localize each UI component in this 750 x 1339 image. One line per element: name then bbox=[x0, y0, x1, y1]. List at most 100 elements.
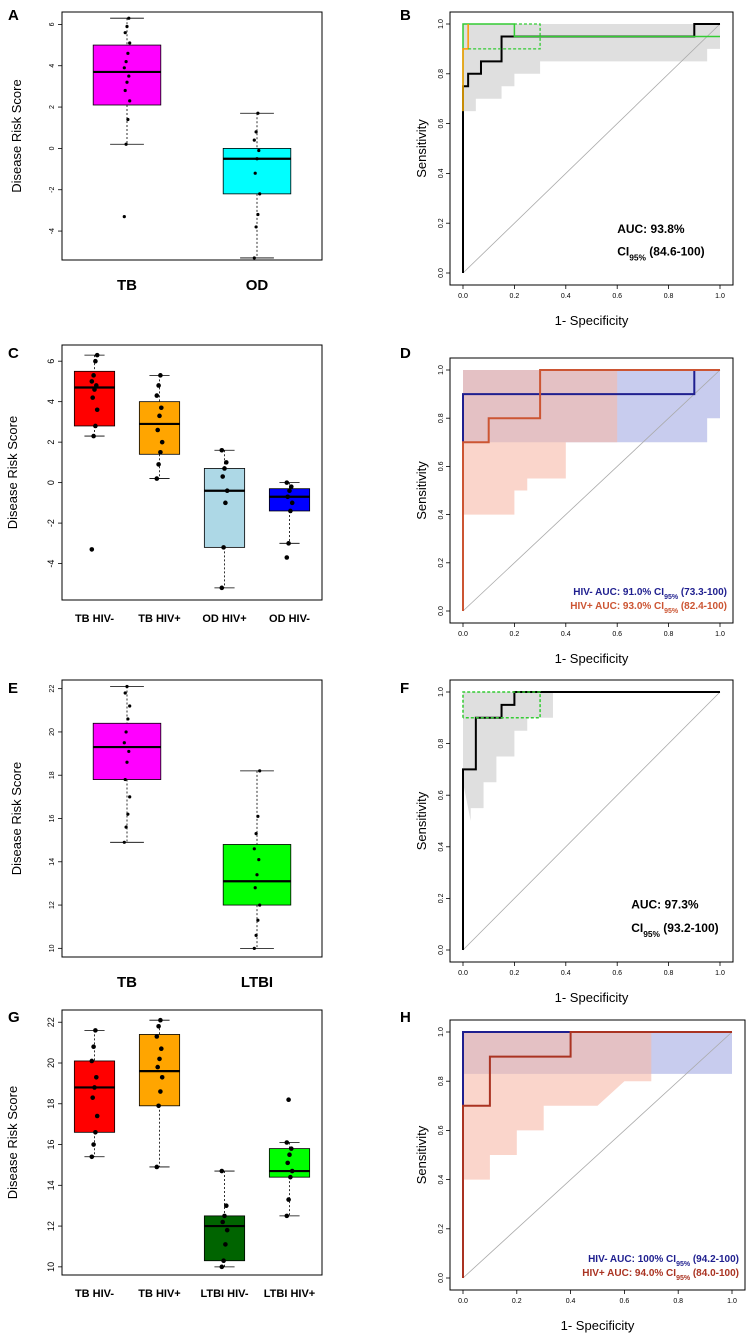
x-tick-label: 1.0 bbox=[715, 970, 725, 977]
data-point bbox=[125, 760, 129, 764]
box-tb-hiv-: TB HIV+ bbox=[138, 1017, 181, 1300]
data-point bbox=[253, 886, 257, 890]
data-point bbox=[158, 373, 163, 378]
y-tick-label: 0.0 bbox=[438, 268, 445, 278]
x-tick-label: 0.2 bbox=[512, 1298, 522, 1305]
box-body bbox=[203, 468, 246, 548]
box-body bbox=[222, 147, 292, 195]
data-point bbox=[257, 858, 261, 862]
data-point bbox=[156, 383, 161, 388]
y-tick-label: 16 bbox=[46, 1140, 56, 1150]
auc-text-hiv-neg: HIV- AUC: 91.0% CI95% (73.3-100) bbox=[573, 587, 727, 601]
data-point bbox=[253, 171, 257, 175]
data-point bbox=[155, 1064, 160, 1070]
x-tick-label: 0.8 bbox=[664, 293, 674, 300]
y-tick-label: 0.4 bbox=[438, 1175, 445, 1185]
roc-curve-hiv- bbox=[462, 369, 720, 611]
data-point bbox=[91, 1142, 96, 1147]
x-axis-label: 1- Specificity bbox=[561, 1318, 635, 1333]
y-tick-label: 0.6 bbox=[438, 461, 445, 471]
plot-frame bbox=[449, 357, 734, 624]
x-tick-label: 0.4 bbox=[566, 1298, 576, 1305]
y-axis-label: Sensitivity bbox=[414, 119, 429, 178]
data-point bbox=[219, 1264, 225, 1270]
panel-label: C bbox=[8, 345, 19, 362]
data-point bbox=[222, 466, 227, 471]
data-point bbox=[128, 795, 132, 799]
panel-d: D 0.0 0.0 0.2 0.2 0.4 0.4 0.6 0.6 0.8 0.8 1.0 1.0 1- … bbox=[400, 345, 734, 666]
data-point bbox=[252, 946, 256, 950]
y-tick-label: 22 bbox=[46, 1017, 56, 1027]
data-point bbox=[90, 1095, 95, 1100]
y-tick-label: 20 bbox=[46, 1058, 56, 1068]
x-axis-label: 1- Specificity bbox=[555, 313, 629, 328]
panel-e: E 10 12 14 16 18 20 22 Disease Risk Score TB LTBI bbox=[8, 679, 323, 991]
data-point bbox=[123, 88, 127, 93]
data-point bbox=[254, 130, 258, 134]
x-tick-label: 0.4 bbox=[561, 970, 571, 977]
data-point bbox=[287, 1152, 292, 1158]
y-tick-label: 2 bbox=[46, 440, 56, 445]
data-point bbox=[89, 1058, 95, 1064]
y-tick-label: 0 bbox=[49, 146, 56, 150]
y-tick-label: 0.2 bbox=[438, 558, 445, 568]
box-od-hiv-: OD HIV- bbox=[268, 480, 310, 625]
y-tick-label: 14 bbox=[49, 858, 56, 866]
box-od: OD bbox=[222, 111, 292, 294]
data-point bbox=[93, 423, 98, 429]
y-tick-label: -2 bbox=[46, 519, 56, 527]
data-point bbox=[127, 16, 131, 20]
category-label: TB HIV- bbox=[75, 1288, 114, 1300]
y-tick-label: 4 bbox=[49, 64, 56, 68]
data-point bbox=[223, 500, 228, 506]
data-point bbox=[222, 1213, 227, 1219]
data-point bbox=[125, 684, 129, 689]
y-axis-label: Disease Risk Score bbox=[5, 416, 20, 529]
data-point bbox=[91, 433, 96, 439]
data-point bbox=[154, 393, 160, 398]
y-tick-label: 12 bbox=[49, 901, 56, 909]
data-point bbox=[159, 405, 164, 411]
category-label: OD HIV+ bbox=[202, 613, 246, 625]
y-tick-label: 0.8 bbox=[438, 1076, 445, 1086]
box-tb: TB bbox=[92, 16, 162, 294]
auc-text-hiv-pos: HIV+ AUC: 94.0% CI95% (84.0-100) bbox=[582, 1268, 739, 1282]
y-tick-label: 0.8 bbox=[438, 739, 445, 749]
data-point bbox=[156, 1024, 161, 1029]
data-point bbox=[126, 51, 130, 55]
data-point bbox=[224, 460, 229, 465]
data-point bbox=[94, 1074, 99, 1080]
data-point bbox=[154, 476, 160, 481]
data-point bbox=[255, 873, 259, 877]
data-point bbox=[258, 903, 262, 907]
y-tick-label: 0.0 bbox=[438, 1273, 445, 1283]
data-point bbox=[258, 192, 262, 196]
y-tick-label: 12 bbox=[46, 1221, 56, 1231]
data-point bbox=[159, 1074, 165, 1080]
y-tick-label: 0.0 bbox=[438, 606, 445, 616]
data-point bbox=[284, 1213, 290, 1219]
data-point bbox=[122, 741, 126, 745]
category-label: TB HIV- bbox=[75, 613, 114, 625]
y-tick-label: 0.8 bbox=[438, 413, 445, 423]
data-point bbox=[289, 1168, 295, 1174]
data-point bbox=[224, 1227, 230, 1233]
data-point bbox=[254, 933, 258, 937]
y-tick-label: 1.0 bbox=[438, 365, 445, 375]
data-point bbox=[288, 508, 293, 514]
category-label: TB HIV+ bbox=[138, 1288, 180, 1300]
panel-c: C -4 -2 0 2 4 6 Disease Risk Score TB HIV- TB HIV… bbox=[5, 344, 323, 625]
x-tick-label: 0.2 bbox=[510, 970, 520, 977]
y-tick-label: 0.4 bbox=[438, 510, 445, 520]
roc-curve-roc bbox=[462, 23, 720, 273]
y-tick-label: 14 bbox=[46, 1180, 56, 1190]
data-point bbox=[289, 1146, 294, 1151]
data-point bbox=[285, 1160, 291, 1166]
data-point bbox=[126, 717, 130, 721]
y-tick-label: -4 bbox=[49, 228, 56, 234]
y-tick-label: 16 bbox=[49, 815, 56, 823]
y-tick-label: -2 bbox=[49, 187, 56, 193]
x-tick-label: 1.0 bbox=[715, 631, 725, 638]
data-point bbox=[252, 847, 256, 851]
